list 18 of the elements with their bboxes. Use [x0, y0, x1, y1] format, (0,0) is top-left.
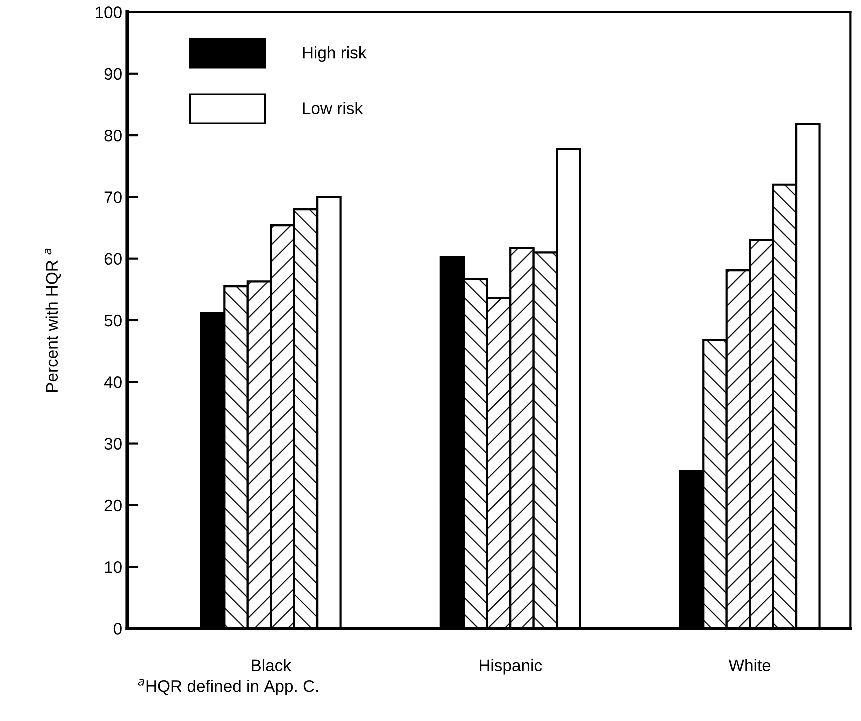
y-tick-label: 100	[96, 6, 122, 18]
x-tick-label: White	[728, 659, 771, 672]
y-axis-title: Percent with HQR $^{a}$	[44, 248, 62, 392]
x-tick-label: Black	[252, 659, 292, 672]
legend-label: High risk	[303, 46, 367, 62]
text: $^{a}$HQR defined in App. C.	[138, 679, 318, 696]
legend-label: Low risk	[303, 102, 364, 114]
y-tick-label: 80	[104, 130, 122, 142]
y-tick-label: 0	[114, 623, 122, 635]
y-tick-label: 10	[105, 561, 122, 574]
x-tick-label: Hispanic	[480, 659, 542, 675]
y-tick-label: 70	[104, 192, 122, 204]
y-tick-label: 40	[104, 376, 122, 388]
y-tick-label: 60	[104, 253, 122, 266]
y-tick-label: 30	[104, 438, 122, 450]
y-tick-label: 90	[104, 68, 122, 80]
y-tick-label: 20	[104, 500, 122, 512]
y-tick-label: 50	[104, 314, 122, 327]
